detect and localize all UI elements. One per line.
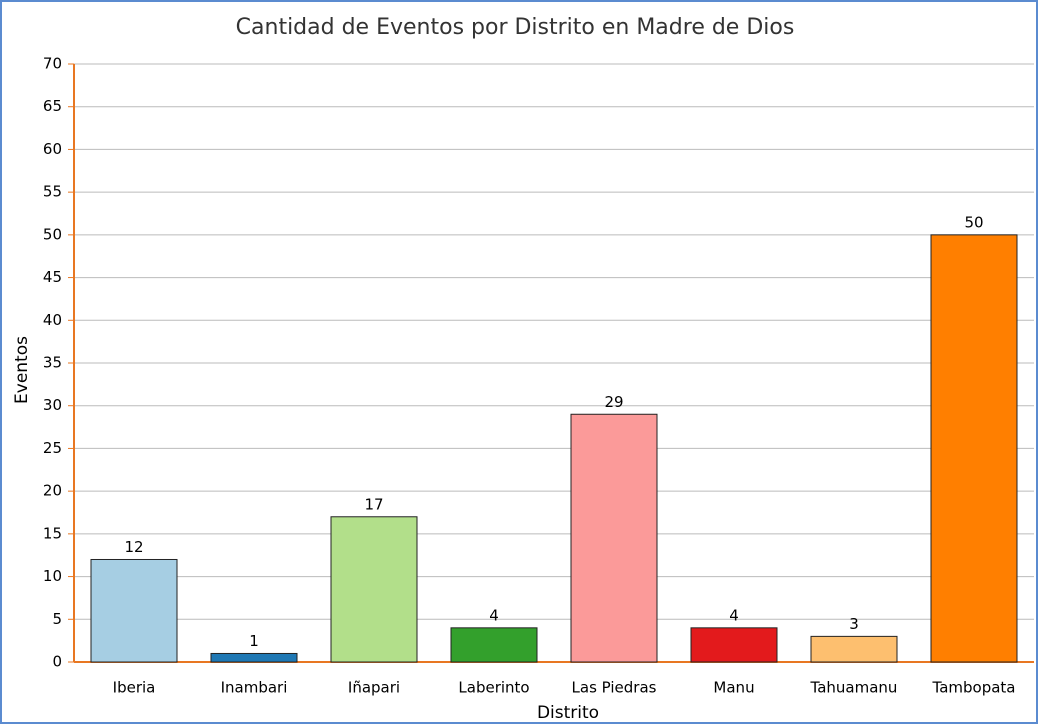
y-tick-label: 70	[43, 55, 62, 73]
x-tick-label: Inambari	[221, 679, 288, 697]
bar	[570, 413, 658, 663]
y-tick-label: 25	[43, 439, 62, 457]
x-tick-label: Iñapari	[348, 679, 400, 697]
y-tick-label: 10	[43, 567, 62, 585]
x-tick-label: Tahuamanu	[810, 679, 898, 697]
y-tick-label: 50	[43, 225, 62, 243]
y-tick-label: 45	[43, 268, 62, 286]
bar	[210, 652, 298, 663]
bar	[330, 516, 418, 663]
x-tick-label: Iberia	[113, 679, 156, 697]
y-tick-label: 55	[43, 183, 62, 201]
y-tick-label: 60	[43, 140, 62, 158]
chart-title: Cantidad de Eventos por Distrito en Madr…	[236, 15, 795, 40]
x-tick-label: Manu	[713, 679, 754, 697]
y-axis-label: Eventos	[12, 336, 32, 404]
x-tick-label: Laberinto	[458, 679, 529, 697]
y-tick-label: 30	[43, 396, 62, 414]
bar	[450, 627, 538, 663]
data-label: 1	[249, 632, 259, 650]
y-tick-label: 35	[43, 354, 62, 372]
y-tick-label: 5	[52, 610, 62, 628]
data-label: 17	[364, 495, 383, 513]
bar	[90, 558, 178, 663]
x-axis-label: Distrito	[537, 703, 599, 723]
data-label: 50	[964, 213, 983, 231]
y-tick-label: 65	[43, 97, 62, 115]
y-tick-label: 20	[43, 482, 62, 500]
data-label: 3	[849, 615, 859, 633]
data-label: 29	[604, 393, 623, 411]
x-tick-label: Las Piedras	[572, 679, 657, 697]
bar	[690, 627, 778, 663]
data-label: 4	[489, 606, 499, 624]
bar	[810, 635, 898, 663]
bar	[930, 234, 1018, 663]
y-tick-label: 0	[52, 653, 62, 671]
y-tick-label: 40	[43, 311, 62, 329]
data-label: 12	[124, 538, 143, 556]
y-tick-label: 15	[43, 524, 62, 542]
x-tick-label: Tambopata	[932, 679, 1016, 697]
data-label: 4	[729, 606, 739, 624]
